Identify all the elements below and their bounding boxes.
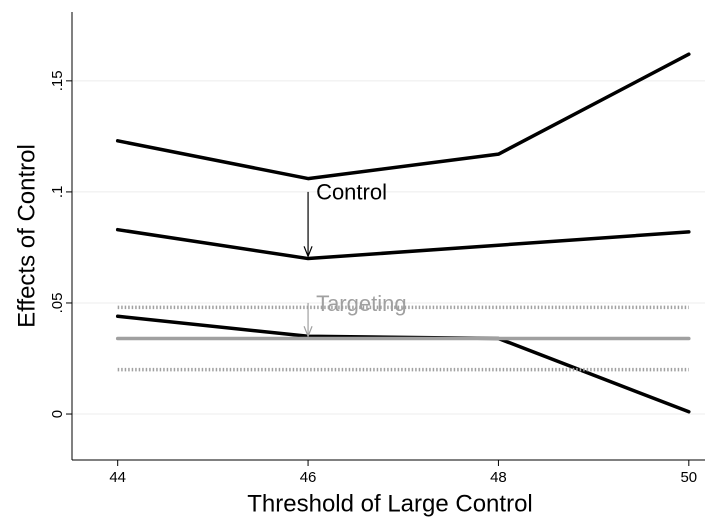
- annotation-arrowhead: [303, 326, 313, 338]
- y-tick-label: .05: [49, 293, 66, 314]
- series-line: [115, 227, 691, 261]
- x-axis-title: Threshold of Large Control: [247, 490, 533, 517]
- y-axis-title: Effects of Control: [13, 144, 40, 328]
- x-tick-label: 46: [300, 469, 317, 486]
- y-tick-label: .1: [49, 186, 66, 199]
- y-tick-label: .15: [49, 70, 66, 91]
- annotation-label: Control: [316, 180, 387, 205]
- y-tick-label: 0: [49, 410, 66, 418]
- series-line: [115, 314, 691, 414]
- annotation-arrowhead: [303, 246, 313, 258]
- x-tick-label: 44: [109, 469, 126, 486]
- x-tick-label: 48: [490, 469, 507, 486]
- annotation-label: Targeting: [316, 291, 407, 316]
- series-line: [115, 52, 691, 181]
- x-tick-label: 50: [680, 469, 697, 486]
